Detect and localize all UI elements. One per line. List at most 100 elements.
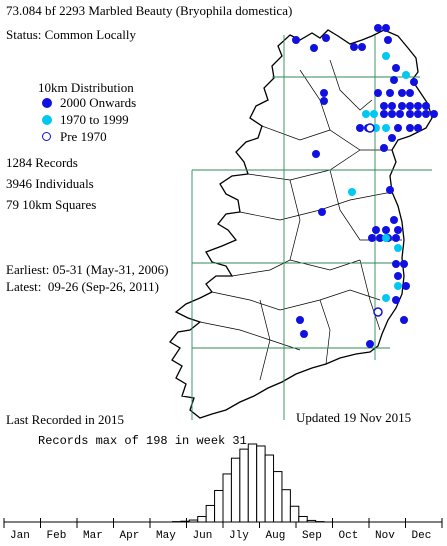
record-dot (370, 110, 378, 118)
record-dot (312, 150, 320, 158)
record-dot (348, 188, 356, 196)
month-label: Oct (338, 530, 359, 542)
record-dot (392, 260, 400, 268)
distribution-dots (292, 24, 438, 348)
record-dot (430, 110, 438, 118)
month-label: Nov (375, 530, 395, 542)
month-label: Aug (265, 530, 286, 542)
record-dot (372, 226, 380, 234)
page-title: 73.084 bf 2293 Marbled Beauty (Bryophila… (6, 3, 293, 18)
record-dot (400, 316, 408, 324)
earliest-date: Earliest: 05-31 (May-31, 2006) (6, 262, 169, 277)
week-bar (239, 448, 249, 523)
week-bar (264, 454, 275, 523)
record-dot (380, 144, 388, 152)
record-dot (296, 316, 304, 324)
month-label: Apr (119, 530, 140, 542)
record-dot (394, 282, 402, 290)
record-dot (358, 43, 366, 51)
week-bar (188, 519, 199, 523)
record-dot (392, 64, 400, 72)
record-dot (376, 234, 384, 242)
record-dot (390, 216, 398, 224)
record-dot (368, 234, 376, 242)
record-dot (382, 234, 390, 242)
month-label: Jan (10, 530, 30, 542)
month-label: Jun (192, 530, 213, 542)
legend-marker-1970 (42, 115, 52, 125)
record-dot (406, 124, 414, 132)
week-bar (273, 471, 283, 523)
record-dot (362, 110, 370, 118)
county-borders (199, 59, 402, 381)
week-bar (306, 519, 317, 523)
record-dot-pre1970 (365, 123, 375, 133)
status-text: Status: Common Locally (6, 27, 136, 42)
record-dot (394, 124, 402, 132)
record-dot (350, 43, 358, 51)
record-dot (392, 296, 400, 304)
record-dot (400, 260, 408, 268)
month-label: Feb (46, 530, 67, 542)
record-dot (422, 102, 430, 110)
legend-marker-pre1970 (42, 132, 51, 141)
record-dot (382, 294, 390, 302)
record-dot (390, 76, 398, 84)
week-bar (289, 505, 300, 523)
week-bar (214, 489, 224, 523)
record-dot (402, 71, 410, 79)
record-dot (388, 102, 396, 110)
record-dot (410, 78, 418, 86)
week-bar (298, 515, 308, 523)
week-bar (197, 515, 207, 523)
latest-date: Latest: 09-26 (Sep-26, 2011) (6, 279, 159, 294)
legend-label-pre1970: Pre 1970 (60, 129, 107, 144)
record-dot (310, 44, 318, 52)
record-dot (382, 124, 390, 132)
updated-date: Updated 19 Nov 2015 (296, 410, 412, 425)
month-label: Jly (229, 530, 249, 542)
record-dot (406, 110, 414, 118)
legend-heading: 10km Distribution (38, 80, 134, 95)
record-dot (374, 89, 382, 97)
week-bar (180, 520, 190, 523)
legend-marker-2000 (42, 98, 52, 108)
record-dot (320, 97, 328, 105)
record-dot (318, 208, 326, 216)
record-dot (394, 272, 402, 280)
record-dot (386, 89, 394, 97)
record-dot (398, 89, 406, 97)
record-dot (402, 282, 410, 290)
record-dot (394, 226, 402, 234)
record-dot (382, 52, 390, 60)
record-dot (382, 24, 390, 32)
last-recorded: Last Recorded in 2015 (6, 412, 125, 427)
week-bar (222, 473, 232, 523)
week-bar (247, 443, 258, 523)
record-dot (414, 110, 422, 118)
month-label: Dec (411, 530, 432, 542)
week-bar (205, 504, 216, 523)
chart-title: Records max of 198 in week 31 (38, 434, 247, 448)
record-dot (292, 36, 300, 44)
record-dot (388, 110, 396, 118)
squares-count: 79 10km Squares (6, 197, 97, 212)
record-dot (394, 244, 402, 252)
record-dot (386, 186, 394, 194)
week-bar (230, 457, 241, 523)
legend-label-2000: 2000 Onwards (60, 95, 137, 110)
record-dot (366, 340, 374, 348)
month-label: Mar (83, 530, 103, 542)
record-dot (300, 330, 308, 338)
record-dot (414, 102, 422, 110)
month-label: May (156, 530, 176, 542)
record-dot-pre1970 (373, 307, 383, 317)
record-dot (380, 102, 388, 110)
record-dot (384, 36, 392, 44)
record-dot (406, 89, 414, 97)
record-dot (322, 34, 330, 42)
record-dot (406, 102, 414, 110)
record-dot (392, 234, 400, 242)
record-dot (356, 124, 364, 132)
